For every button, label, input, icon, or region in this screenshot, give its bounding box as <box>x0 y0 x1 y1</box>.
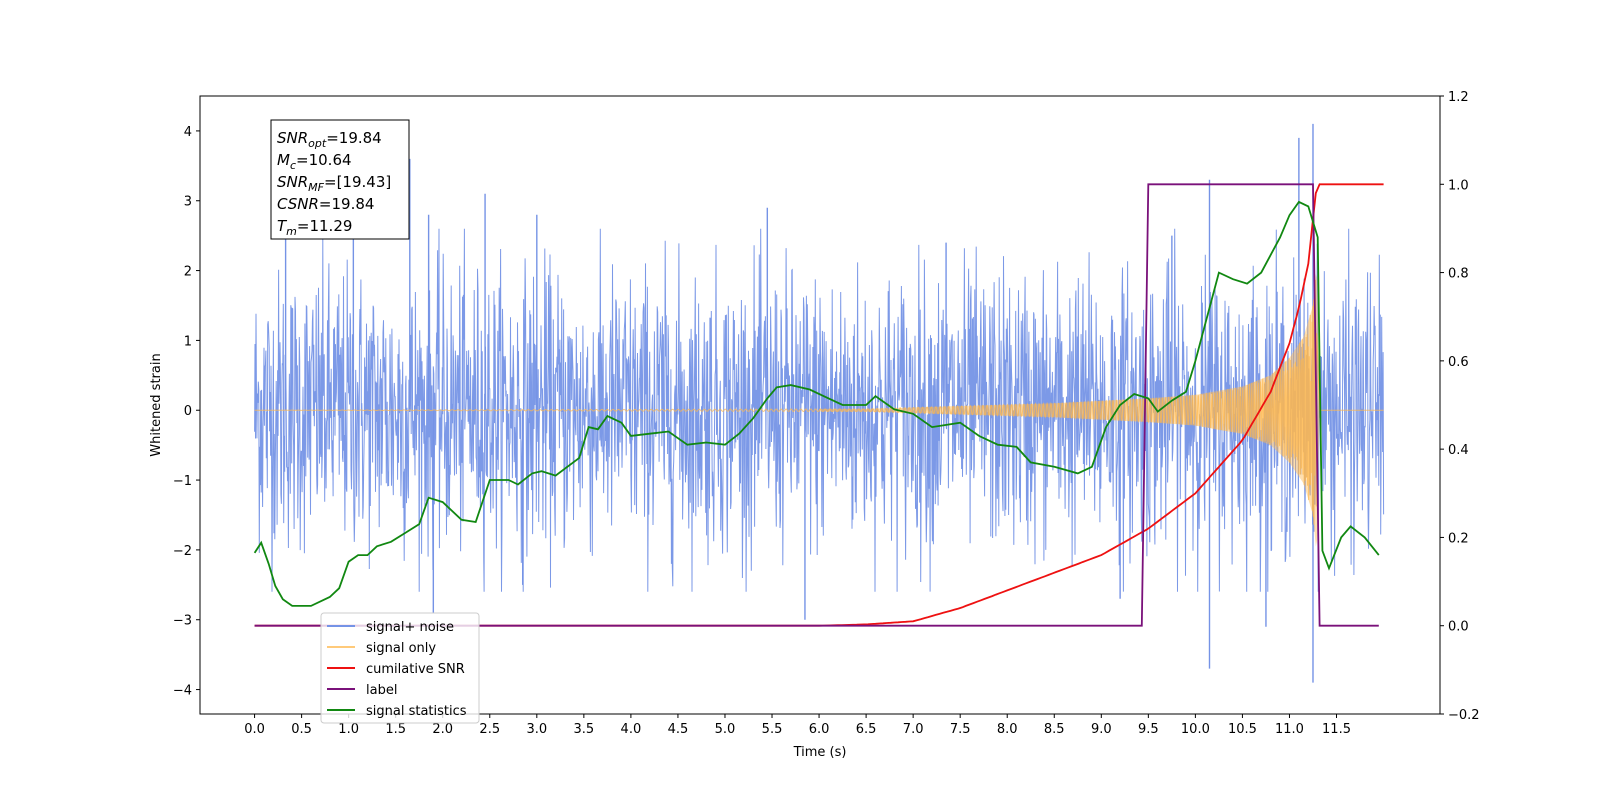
y-tick-label-left: −3 <box>173 614 192 629</box>
x-tick-label: 2.0 <box>432 722 453 737</box>
x-tick-label: 0.0 <box>244 722 265 737</box>
y-tick-label-left: 1 <box>184 334 192 349</box>
annotation-symbol: SNR <box>277 173 308 191</box>
y-axis-left: −4 −3 −2 −1 0 1 2 3 4 <box>173 125 200 699</box>
x-tick-label: 1.0 <box>338 722 359 737</box>
annotation-line: SNRopt=19.84 <box>277 129 382 150</box>
series-label <box>254 183 1379 627</box>
x-axis-label: Time (s) <box>793 745 847 760</box>
annotation-subscript: m <box>286 225 297 238</box>
y-tick-label-left: −1 <box>173 474 192 489</box>
y-tick-label-right: 1.2 <box>1448 90 1469 105</box>
annotation-value: =10.64 <box>296 151 352 169</box>
annotation-subscript: opt <box>308 137 327 150</box>
y-tick-label-right: −0.2 <box>1448 708 1480 723</box>
annotation-line: Tm=11.29 <box>277 217 352 238</box>
x-tick-label: 0.5 <box>291 722 312 737</box>
series-layer <box>253 123 1385 683</box>
series-signal-statistics <box>253 200 1380 607</box>
x-tick-label: 6.0 <box>809 722 830 737</box>
annotation-symbol: M <box>277 151 290 169</box>
x-tick-label: 3.5 <box>574 722 595 737</box>
x-tick-label: 5.5 <box>762 722 783 737</box>
y-tick-label-left: 2 <box>184 265 192 280</box>
x-tick-label: 4.5 <box>668 722 689 737</box>
annotation-value: =19.84 <box>326 129 382 147</box>
x-tick-label: 4.0 <box>621 722 642 737</box>
legend-frame <box>320 612 480 724</box>
y-tick-label-right: 0.6 <box>1448 355 1469 370</box>
annotation-subscript: c <box>290 159 296 172</box>
legend-label: cumilative SNR <box>366 662 465 677</box>
x-tick-label: 3.0 <box>526 722 547 737</box>
x-tick-label: 8.5 <box>1044 722 1065 737</box>
y-tick-label-right: 0.0 <box>1448 620 1469 635</box>
series-signal-noise <box>254 228 1385 592</box>
legend-label: label <box>366 683 397 698</box>
x-tick-label: 2.5 <box>479 722 500 737</box>
y-tick-label-left: 3 <box>184 195 192 210</box>
y-tick-label-right: 0.4 <box>1448 443 1469 458</box>
x-tick-label: 10.0 <box>1181 722 1210 737</box>
x-tick-label: 1.5 <box>385 722 406 737</box>
annotation-frame <box>270 119 410 240</box>
y-tick-label-left: 0 <box>184 404 192 419</box>
annotation-value: =19.84 <box>319 195 375 213</box>
annotation-box: SNRopt=19.84Mc=10.64SNRMF=[19.43]CSNR=19… <box>270 119 410 240</box>
y-tick-label-right: 1.0 <box>1448 178 1469 193</box>
annotation-line: SNRMF=[19.43] <box>277 173 391 194</box>
y-tick-label-right: 0.8 <box>1448 267 1469 282</box>
legend-label: signal statistics <box>366 704 467 719</box>
x-tick-label: 9.5 <box>1138 722 1159 737</box>
y-tick-label-left: 4 <box>184 125 192 140</box>
annotation-value: =[19.43] <box>324 173 391 191</box>
y-tick-label-left: −2 <box>173 544 192 559</box>
x-tick-label: 7.0 <box>903 722 924 737</box>
annotation-symbol: CSNR <box>277 195 319 213</box>
x-tick-label: 6.5 <box>856 722 877 737</box>
x-tick-label: 9.0 <box>1091 722 1112 737</box>
x-tick-label: 7.5 <box>950 722 971 737</box>
annotation-value: =11.29 <box>297 217 353 235</box>
x-tick-label: 8.0 <box>997 722 1018 737</box>
y-tick-label-left: −4 <box>173 684 192 699</box>
x-axis: 0.0 0.5 1.0 1.5 2.0 2.5 3.0 3.5 4.0 4.5 5.0 5.5 6.0 6… <box>244 714 1351 737</box>
x-tick-label: 11.0 <box>1275 722 1304 737</box>
series-signal-only <box>254 279 1384 525</box>
y-axis-right: −0.2 0.0 0.2 0.4 0.6 0.8 1.0 1.2 <box>1440 90 1480 723</box>
x-tick-label: 11.5 <box>1322 722 1351 737</box>
legend-label: signal+ noise <box>366 620 454 635</box>
x-tick-label: 10.5 <box>1228 722 1257 737</box>
annotation-subscript: MF <box>308 181 324 194</box>
annotation-symbol: T <box>277 217 288 235</box>
legend: signal+ noise signal only cumilative SNR la… <box>320 612 480 724</box>
annotation-line: CSNR=19.84 <box>277 195 374 213</box>
annotation-symbol: SNR <box>277 129 308 147</box>
legend-label: signal only <box>366 641 436 656</box>
x-tick-label: 5.0 <box>715 722 736 737</box>
y-tick-label-right: 0.2 <box>1448 531 1469 546</box>
plot-frame <box>199 95 1441 715</box>
annotation-line: Mc=10.64 <box>277 151 352 172</box>
y-axis-label-left: Whitened strain <box>149 353 164 456</box>
signal-only-envelope <box>819 274 1320 547</box>
